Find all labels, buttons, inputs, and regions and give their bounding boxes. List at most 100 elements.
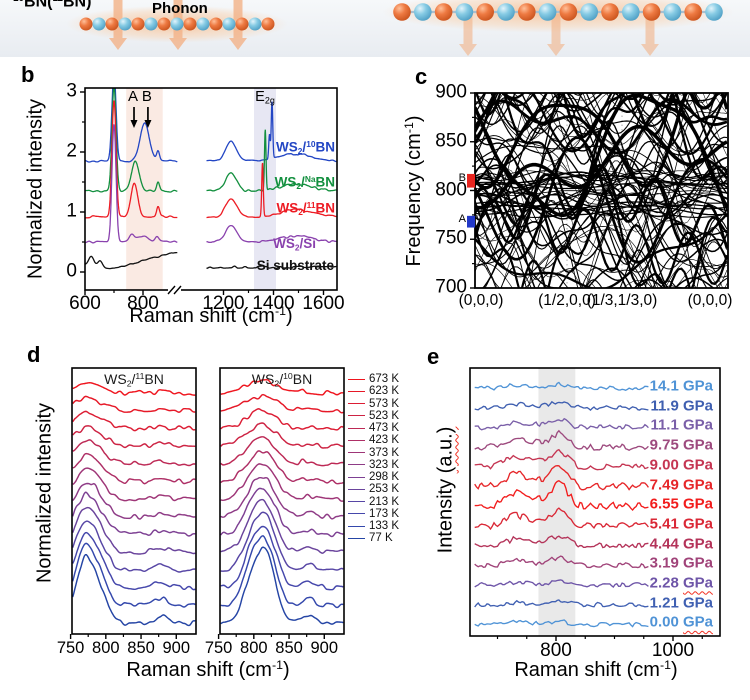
pressure-unit: GPa: [682, 515, 713, 533]
legend-temperature-label: 673 K: [369, 373, 400, 385]
pressure-label: 5.41 GPa: [650, 515, 713, 532]
temperature-trace: [220, 525, 344, 591]
temperature-trace: [220, 393, 344, 414]
y-tick-label: 0: [66, 260, 77, 282]
nitrogen-atom: [414, 3, 432, 21]
boron-atom: [235, 17, 249, 31]
nitrogen-atom: [248, 17, 262, 31]
legend-entry: 373 K: [348, 447, 399, 459]
pressure-label: 11.9 GPa: [650, 397, 713, 414]
pressure-label: 7.49 GPa: [650, 476, 713, 493]
pressure-trace: [474, 417, 649, 431]
boron-atom: [157, 17, 171, 31]
raman-trace: [85, 251, 178, 270]
legend-temperature-label: 523 K: [369, 409, 400, 422]
x-tick-label: 1000: [651, 640, 695, 661]
pressure-trace: [474, 448, 649, 471]
raman-trace: [85, 100, 178, 219]
boron-atom: [79, 17, 93, 31]
pressure-value: 3.19: [649, 554, 683, 572]
pressure-unit: GPa: [682, 554, 713, 572]
panel-c-phonon-dispersion-plot: [467, 92, 729, 289]
raman-trace: [206, 129, 337, 193]
temperature-trace: [220, 408, 344, 431]
kpoint-label: (0,0,0): [687, 292, 733, 309]
nitrogen-atom: [455, 3, 474, 21]
pressure-trace: [474, 381, 649, 392]
temperature-trace: [220, 436, 344, 467]
temperature-trace: [220, 378, 344, 396]
raman-trace: [206, 101, 337, 163]
legend-line-icon: [348, 513, 365, 515]
legend-entry: 253 K: [348, 483, 399, 495]
x-tick-label: 750: [56, 639, 85, 657]
nitrogen-atom: [580, 3, 598, 21]
boron-atom: [261, 17, 275, 31]
legend-line-icon: [348, 403, 365, 404]
pressure-trace: [474, 535, 649, 549]
boron-atom: [559, 3, 578, 21]
legend-entry: 213 K: [348, 496, 399, 508]
legend-line-icon: [348, 476, 365, 478]
freq-tick-label: 850: [435, 130, 467, 152]
raman-trace: [85, 88, 178, 193]
boron-atom: [393, 3, 411, 21]
panel-b-y-axis-title: Normalized intensity: [24, 98, 47, 280]
temperature-trace: [72, 410, 196, 432]
boron-atom: [642, 3, 661, 21]
pressure-unit: GPa: [682, 476, 713, 493]
x-tick-label: 800: [540, 640, 572, 661]
legend-line-icon: [348, 390, 365, 392]
raman-trace: [85, 88, 178, 163]
temperature-trace: [220, 498, 344, 554]
temperature-trace: [72, 553, 196, 627]
temperature-trace: [72, 452, 196, 485]
pressure-trace: [474, 400, 649, 412]
intensity-au-text: (a.u.): [434, 426, 457, 474]
pressure-trace: [474, 579, 649, 588]
highlight-band: [538, 368, 576, 636]
boron-atom: [131, 17, 145, 31]
legend-entry: 298 K: [348, 471, 399, 483]
peak-annotation: B: [141, 88, 152, 105]
nitrogen-atom: [622, 3, 640, 21]
pressure-value: 0.00: [649, 613, 683, 631]
x-tick-label: 900: [162, 639, 191, 657]
legend-entry: 623 K: [348, 385, 399, 397]
y-tick-label: 3: [66, 80, 77, 102]
legend-temperature-label: 298 K: [369, 471, 400, 483]
legend-temperature-label: 373 K: [369, 446, 400, 459]
boron-atom: [209, 17, 223, 31]
peak-arrow-icon: [144, 120, 152, 128]
pressure-value: 2.28: [649, 574, 683, 592]
pressure-value: 5.41: [649, 515, 683, 533]
nitrogen-atom: [497, 3, 515, 21]
kpoint-label: (1/2,0,0): [538, 292, 596, 309]
panel-d-temperature-raman-plot: [69, 367, 345, 639]
legend-temperature-label: 623 K: [369, 385, 400, 398]
temperature-trace: [220, 463, 344, 502]
legend-line-icon: [348, 427, 365, 429]
pressure-label: 2.28 GPa: [650, 575, 713, 592]
panel-e-pressure-raman-plot: [469, 367, 721, 641]
x-tick-label: 1200: [202, 293, 245, 314]
boron-atom: [518, 3, 536, 21]
nitrogen-atom: [663, 3, 682, 21]
pressure-value: 9.00: [649, 456, 683, 474]
pressure-unit: GPa: [682, 416, 713, 434]
x-tick-label: 900: [310, 639, 339, 657]
kpoint-label: (1/3,1/3,0): [586, 292, 658, 309]
phonon-arrow-icon: [463, 14, 473, 44]
pressure-unit: GPa: [682, 436, 713, 454]
temperature-trace: [72, 482, 196, 520]
temperature-trace: [220, 476, 344, 520]
pressure-trace: [474, 480, 649, 512]
pressure-trace: [474, 555, 649, 569]
temperature-trace: [72, 467, 196, 502]
temperature-trace: [220, 511, 344, 572]
pressure-trace: [474, 429, 649, 451]
legend-line-icon: [348, 439, 365, 441]
pressure-label: 0.00 GPa: [650, 614, 713, 631]
phonon-label: Phonon: [152, 0, 208, 17]
